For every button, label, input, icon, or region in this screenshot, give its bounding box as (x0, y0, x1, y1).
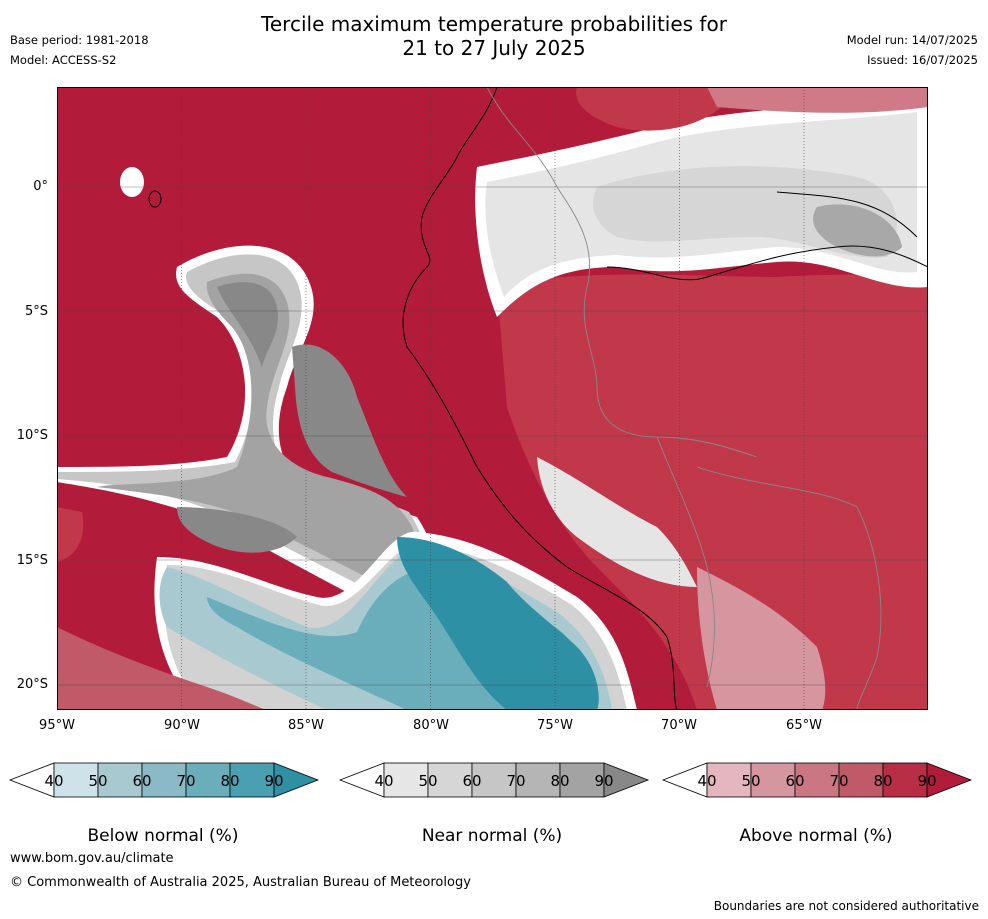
lon-label-75w: 75°W (537, 718, 573, 733)
issued-date: Issued: 16/07/2025 (867, 53, 978, 67)
colorbar-tick-label: 60 (132, 772, 152, 790)
colorbar-segment (97, 762, 143, 798)
colorbar-extend-high (926, 762, 973, 798)
colorbar-segment (383, 762, 429, 798)
near-normal-ocean-dark (217, 282, 279, 367)
meta-right: Model run: 14/07/2025 Issued: 16/07/2025 (847, 30, 978, 70)
colorbar-tick-label: 40 (44, 772, 64, 790)
colorbar-tick-label: 80 (550, 772, 570, 790)
lat-label-20s: 20°S (16, 677, 48, 692)
title-line-1: Tercile maximum temperature probabilitie… (261, 12, 727, 36)
colorbar-tick-label: 90 (264, 772, 284, 790)
colorbar-tick-label: 70 (506, 772, 526, 790)
colorbar-tick-label: 90 (917, 772, 937, 790)
border-3 (696, 466, 882, 710)
footer-url[interactable]: www.bom.gov.au/climate (10, 851, 174, 866)
footer-copyright: © Commonwealth of Australia 2025, Austra… (10, 875, 471, 890)
amazon-river (606, 245, 928, 281)
colorbar-segment (882, 762, 928, 798)
above-normal-southwest (57, 627, 267, 710)
lon-label-90w: 90°W (164, 718, 200, 733)
near-normal-ocean-dark-2 (292, 344, 407, 497)
colorbar-segment (471, 762, 517, 798)
colorbar-tick-label: 80 (220, 772, 240, 790)
colorbar-label-below: Below normal (%) (87, 826, 239, 846)
colorbar-extend-high (273, 762, 320, 798)
lon-label-95w: 95°W (39, 718, 75, 733)
lat-label-10s: 10°S (16, 428, 48, 443)
colorbar-extend-high (603, 762, 650, 798)
near-normal-south-central (537, 457, 697, 587)
lon-label-65w: 65°W (786, 718, 822, 733)
colorbar-segment (750, 762, 796, 798)
above-normal-south-pink (697, 567, 826, 710)
colorbar-segment (427, 762, 473, 798)
above-normal-north-light (707, 87, 928, 113)
above-normal-land (497, 272, 928, 710)
galapagos-halo (120, 167, 144, 197)
colorbar-below-normal (8, 762, 320, 798)
colorbar-tick-label: 60 (785, 772, 805, 790)
colorbar-above-normal (661, 762, 973, 798)
title-line-2: 21 to 27 July 2025 (402, 36, 586, 60)
above-normal-north (576, 87, 737, 131)
lon-label-70w: 70°W (661, 718, 697, 733)
colorbar-segment (53, 762, 99, 798)
colorbar-tick-label: 60 (462, 772, 482, 790)
colorbar-tick-label: 40 (697, 772, 717, 790)
colorbar-tick-label: 40 (374, 772, 394, 790)
colorbar-tick-label: 50 (88, 772, 108, 790)
colorbar-segment (794, 762, 840, 798)
colorbar-near-normal (338, 762, 650, 798)
border-2 (656, 436, 715, 688)
lat-label-0: 0° (33, 179, 48, 194)
above-normal-west-patch (57, 507, 84, 562)
lon-label-80w: 80°W (413, 718, 449, 733)
colorbar-tick-label: 90 (594, 772, 614, 790)
base-period: Base period: 1981-2018 (10, 33, 149, 47)
river-north (776, 191, 918, 238)
graticule (181, 87, 805, 710)
near-normal-ocean-dark-3 (177, 507, 297, 553)
lat-label-5s: 5°S (24, 304, 48, 319)
colorbar-segment (559, 762, 605, 798)
near-normal-ocean-mid (97, 273, 426, 607)
coastline (402, 87, 678, 710)
model-name: Model: ACCESS-S2 (10, 53, 117, 67)
colorbar-segment (838, 762, 884, 798)
colorbar-tick-label: 70 (176, 772, 196, 790)
latitude-lines (57, 186, 928, 686)
colorbar-segment (515, 762, 561, 798)
probability-map (57, 87, 928, 710)
colorbar-label-near: Near normal (%) (421, 826, 563, 846)
colorbar-tick-label: 50 (418, 772, 438, 790)
map-frame (57, 87, 928, 710)
footer-disclaimer: Boundaries are not considered authoritat… (713, 899, 979, 913)
meta-left: Base period: 1981-2018 Model: ACCESS-S2 (10, 30, 149, 70)
colorbar-tick-label: 70 (829, 772, 849, 790)
colorbar-tick-label: 80 (873, 772, 893, 790)
lat-label-15s: 15°S (16, 553, 48, 568)
colorbar-label-above: Above normal (%) (739, 826, 893, 846)
border-1 (486, 87, 758, 458)
galapagos-island (148, 190, 162, 208)
model-run: Model run: 14/07/2025 (846, 33, 978, 47)
near-normal-amazon-core (813, 204, 902, 257)
colorbar-segment (141, 762, 187, 798)
map-title: Tercile maximum temperature probabilitie… (0, 12, 988, 60)
colorbar-tick-label: 50 (741, 772, 761, 790)
below-normal-dark (397, 537, 599, 710)
lon-label-85w: 85°W (288, 718, 324, 733)
colorbars (8, 762, 973, 798)
